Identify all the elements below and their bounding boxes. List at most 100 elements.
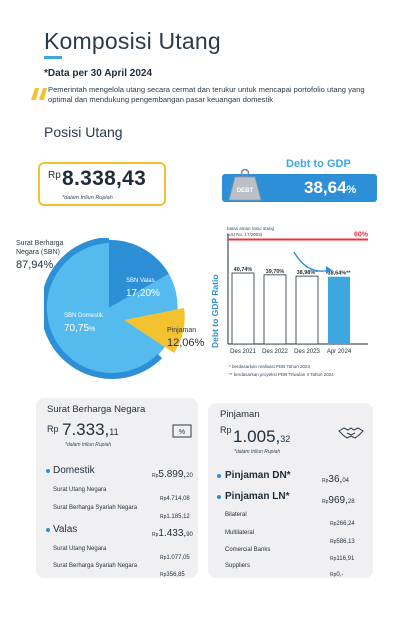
description: Pemerintah mengelola utang secara cermat…	[48, 85, 365, 104]
sun-valas-row-label: Surat Utang Negara	[53, 546, 107, 552]
pinjaman-unit: *dalam triliun Rupiah	[234, 449, 281, 455]
sun-row-amount: 4.714,08	[166, 496, 190, 502]
debt-ratio-chart: 60% 40,74% Des 2021 39,70% Des 2022 38,98%* De…	[227, 231, 369, 355]
bond-icon: %	[172, 424, 192, 438]
bar-des-2022	[263, 274, 287, 345]
commercial-row-label: Comercial Banks	[225, 547, 271, 553]
debt-to-gdp-number: 38,64	[304, 178, 347, 197]
footnote-1: * berdasarkan realisasi PDB Tahun 2023	[229, 364, 310, 369]
commercial-row-value: Rp116,91	[330, 547, 354, 565]
sbsn-row-label: Surat Berharga Syariah Negara	[53, 505, 138, 511]
pinjaman-value-dec: 32	[280, 434, 291, 444]
total-rp: Rp	[48, 170, 61, 181]
suppliers-row-label: Suppliers	[225, 563, 251, 569]
bar-value-label: 38,64%**	[328, 271, 352, 277]
valas-row-label: Valas	[53, 524, 78, 535]
x-tick-label: Des 2022	[262, 349, 288, 355]
valas-label: SBN Valas	[126, 278, 155, 284]
sbn-card	[36, 398, 198, 578]
limit-label: 60%	[354, 231, 369, 238]
dn-row-label: Pinjaman DN*	[225, 470, 291, 481]
limit-label-1: batas aman rasio utang	[227, 226, 275, 231]
bilateral-row-amount: 266,24	[336, 521, 355, 527]
total-debt-value: 8.338,43	[62, 167, 147, 190]
y-axis-label: Debt to GDP Ratio	[210, 274, 220, 348]
multilateral-row-amount: 586,13	[336, 539, 355, 545]
sbn-unit: *dalam triliun Rupiah	[65, 442, 112, 448]
bar-value-label: 40,74%	[234, 267, 253, 273]
suppliers-row-rp: Rp	[330, 572, 337, 578]
title-underline	[44, 56, 62, 59]
sbn-value-dec: 11	[109, 427, 119, 437]
suppliers-row-value: Rp0,-	[330, 563, 343, 581]
domestik-row-dec: 20	[186, 473, 193, 479]
x-tick-label: Des 2021	[230, 349, 256, 355]
sbsn-valas-row-label: Surat Berharga Syariah Negara	[53, 563, 138, 569]
domestik-row-value: Rp5.899,20	[152, 464, 193, 482]
pinjaman-pct: 12,06%	[167, 337, 205, 349]
ln-row-rp: Rp	[322, 499, 329, 505]
bar-value-label: 39,70%	[266, 269, 285, 275]
pinjaman-card	[208, 403, 373, 578]
domestik-pct-number: 70,75	[64, 323, 90, 334]
pie-slice-valas	[109, 239, 169, 308]
multilateral-row-value: Rp586,13	[330, 530, 355, 548]
domestik-row-rp: Rp	[152, 473, 159, 479]
debt-to-gdp-suffix: %	[346, 184, 357, 196]
pinjaman-rp: Rp	[220, 425, 232, 435]
sbn-value-int: 7.333,	[62, 420, 110, 439]
bar-value-label: 38,98%*	[297, 270, 319, 276]
bullet-dot	[46, 528, 50, 532]
valas-row-value: Rp1.433,90	[152, 523, 193, 541]
date-note: *Data per 30 April 2024	[44, 68, 153, 79]
sbn-label-1: Surat Berharga	[16, 240, 64, 247]
trend-arrow	[293, 251, 331, 272]
bilateral-row-label: Bilateral	[225, 512, 247, 518]
page-title: Komposisi Utang	[44, 28, 221, 54]
quote-icon	[31, 88, 47, 100]
sbsn-row-amount: 1.185,12	[166, 514, 190, 520]
pinjaman-label: Pinjaman	[167, 327, 197, 334]
sbn-rp: Rp	[47, 424, 59, 434]
multilateral-row-label: Multilateral	[225, 530, 255, 536]
commercial-row-amount: 116,91	[336, 556, 355, 562]
sbsn-valas-row-amount: 356,85	[166, 572, 185, 578]
sbn-label-2: Negara (SBN)	[16, 249, 60, 256]
trend-arrow-head	[326, 266, 332, 274]
sun-row-value: Rp4.714,08	[160, 487, 190, 505]
pinjaman-value: 1.005,32	[233, 427, 290, 447]
sbn-value: 7.333,11	[62, 420, 119, 440]
ln-row-dec: 28	[347, 499, 355, 505]
weight-label: DEBT	[237, 188, 254, 194]
sun-valas-row-value: Rp1.077,05	[160, 546, 190, 564]
limit-label-2: (UU No. 17/2003)	[227, 232, 263, 237]
total-unit: *dalam triliun Rupiah	[62, 195, 113, 201]
sun-row-rp: Rp	[160, 496, 167, 502]
dn-row-int: 36,	[328, 474, 343, 485]
total-debt-box	[38, 162, 166, 206]
valas-pct: 17,20%	[126, 288, 160, 299]
weight-icon: DEBT	[228, 168, 262, 201]
bar-des-2023	[295, 275, 319, 345]
ln-row-label: Pinjaman LN*	[225, 491, 290, 502]
bilateral-row-rp: Rp	[330, 521, 337, 527]
pie-slice-domestik	[44, 240, 178, 376]
pinjaman-value-int: 1.005,	[233, 427, 281, 446]
sun-valas-row-amount: 1.077,05	[166, 555, 190, 561]
sbsn-valas-row-value: Rp356,85	[160, 563, 185, 581]
bullet-dot	[217, 474, 221, 478]
dn-row-value: Rp36,04	[322, 469, 349, 487]
sbn-pct: 87,94%	[16, 259, 54, 271]
suppliers-row-amount: 0,-	[336, 572, 344, 578]
domestik-row-label: Domestik	[53, 465, 95, 476]
sun-row-label: Surat Utang Negara	[53, 487, 107, 493]
valas-row-int: 1.433,	[158, 528, 187, 539]
ln-row-int: 969,	[328, 495, 348, 506]
dn-row-rp: Rp	[322, 478, 329, 484]
valas-row-rp: Rp	[152, 532, 159, 538]
pie-slice-pinjaman	[124, 308, 185, 353]
section-title-posisi: Posisi Utang	[44, 124, 123, 140]
x-tick-label: Des 2023	[294, 349, 320, 355]
commercial-row-rp: Rp	[330, 556, 337, 562]
sbsn-valas-row-rp: Rp	[160, 572, 167, 578]
